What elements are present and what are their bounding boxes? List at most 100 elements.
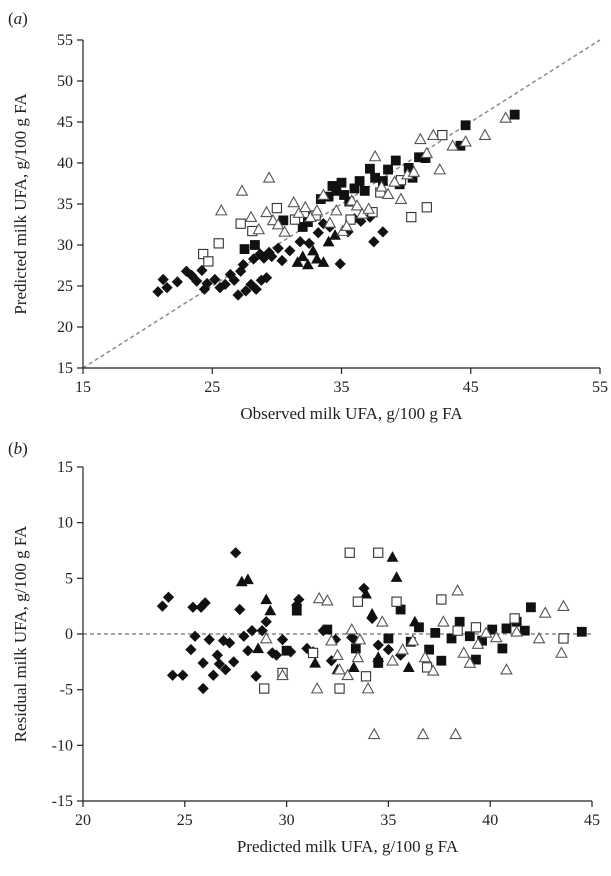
data-point: [152, 286, 164, 298]
data-point: [457, 646, 471, 658]
data-point: [360, 671, 372, 682]
data-point: [304, 210, 317, 222]
data-point: [252, 222, 266, 235]
data-point: [471, 637, 485, 649]
data-point: [391, 596, 402, 607]
data-point: [394, 192, 408, 204]
data-point: [388, 175, 401, 187]
data-point: [296, 250, 309, 262]
data-point: [345, 623, 359, 635]
data-point: [424, 644, 435, 655]
x-tick-label: 35: [380, 812, 396, 829]
data-point: [272, 242, 284, 254]
data-point: [260, 272, 273, 284]
data-point: [459, 135, 472, 147]
data-point: [297, 222, 308, 232]
data-point: [166, 669, 179, 681]
data-point: [320, 594, 334, 606]
data-point: [499, 111, 512, 123]
x-tick-label: 45: [463, 379, 479, 396]
data-point: [437, 615, 450, 627]
data-point: [386, 654, 399, 666]
data-point: [298, 200, 312, 213]
data-point: [211, 649, 224, 661]
data-point: [339, 190, 349, 200]
data-point: [191, 275, 203, 287]
panel-label: (a): [8, 9, 28, 28]
data-point: [259, 631, 273, 644]
data-point: [230, 547, 242, 559]
x-tick-label: 45: [584, 812, 600, 829]
data-point: [436, 594, 447, 605]
data-point: [519, 625, 530, 636]
data-point: [373, 658, 384, 668]
data-point: [171, 276, 183, 288]
data-point: [276, 254, 288, 267]
data-point: [353, 633, 367, 645]
data-point: [203, 256, 214, 267]
data-point: [156, 600, 169, 612]
data-point: [292, 206, 306, 218]
data-point: [345, 214, 356, 225]
series-square-open: [198, 129, 448, 267]
data-point: [219, 664, 232, 676]
data-point: [360, 587, 372, 599]
data-point: [271, 217, 285, 230]
data-point: [294, 236, 306, 248]
series-triangle-open: [214, 111, 512, 237]
data-point: [406, 634, 420, 646]
x-tick-label: 55: [592, 379, 608, 396]
data-point: [307, 647, 319, 659]
y-tick-label: 15: [57, 360, 73, 377]
data-point: [452, 625, 463, 636]
data-point: [436, 655, 447, 666]
data-point: [350, 643, 361, 654]
data-point: [252, 642, 265, 654]
data-point: [235, 184, 249, 196]
y-tick-label: 20: [57, 319, 73, 336]
x-tick-label: 25: [177, 812, 193, 829]
data-point: [446, 139, 459, 151]
x-tick-label: 30: [279, 812, 295, 829]
series-square-filled: [281, 602, 587, 668]
data-point: [420, 146, 434, 159]
data-point: [217, 635, 230, 647]
x-axis-title: Observed milk UFA, g/100 g FA: [240, 404, 463, 423]
reference-line: [82, 39, 601, 369]
data-point: [390, 155, 401, 166]
data-point: [351, 650, 365, 663]
data-point: [368, 149, 382, 162]
data-point: [266, 250, 278, 263]
data-point: [366, 607, 379, 619]
data-point: [454, 616, 465, 627]
y-tick-label: 0: [65, 626, 73, 643]
data-point: [162, 591, 175, 603]
y-tick-label: -5: [60, 682, 73, 699]
data-point: [538, 606, 552, 618]
data-point: [426, 128, 440, 140]
data-point: [500, 663, 513, 675]
data-point: [555, 646, 568, 658]
data-point: [367, 727, 381, 740]
data-point: [329, 204, 343, 216]
y-axis-title: Predicted milk UFA, g/100 g FA: [11, 93, 30, 315]
data-point: [242, 573, 254, 585]
data-point: [301, 258, 314, 270]
panel-a: 15 20 25 30 35 40 45 50 55 15 25 35 45 55 Observed mil…: [8, 9, 608, 423]
data-point: [317, 256, 330, 267]
data-point: [418, 650, 432, 663]
data-point: [187, 601, 199, 613]
data-point: [406, 211, 417, 223]
data-point: [310, 682, 324, 694]
data-point: [242, 645, 254, 657]
y-tick-label: 50: [57, 73, 73, 90]
data-point: [509, 109, 520, 120]
data-point: [196, 264, 208, 277]
panel-b: -15 -10 -5 0 5 10 15 20 25 30 35 40 45 Predicted milk…: [8, 439, 600, 856]
data-point: [264, 604, 277, 616]
data-point: [416, 727, 430, 740]
data-point: [463, 656, 477, 668]
data-point: [352, 596, 364, 607]
